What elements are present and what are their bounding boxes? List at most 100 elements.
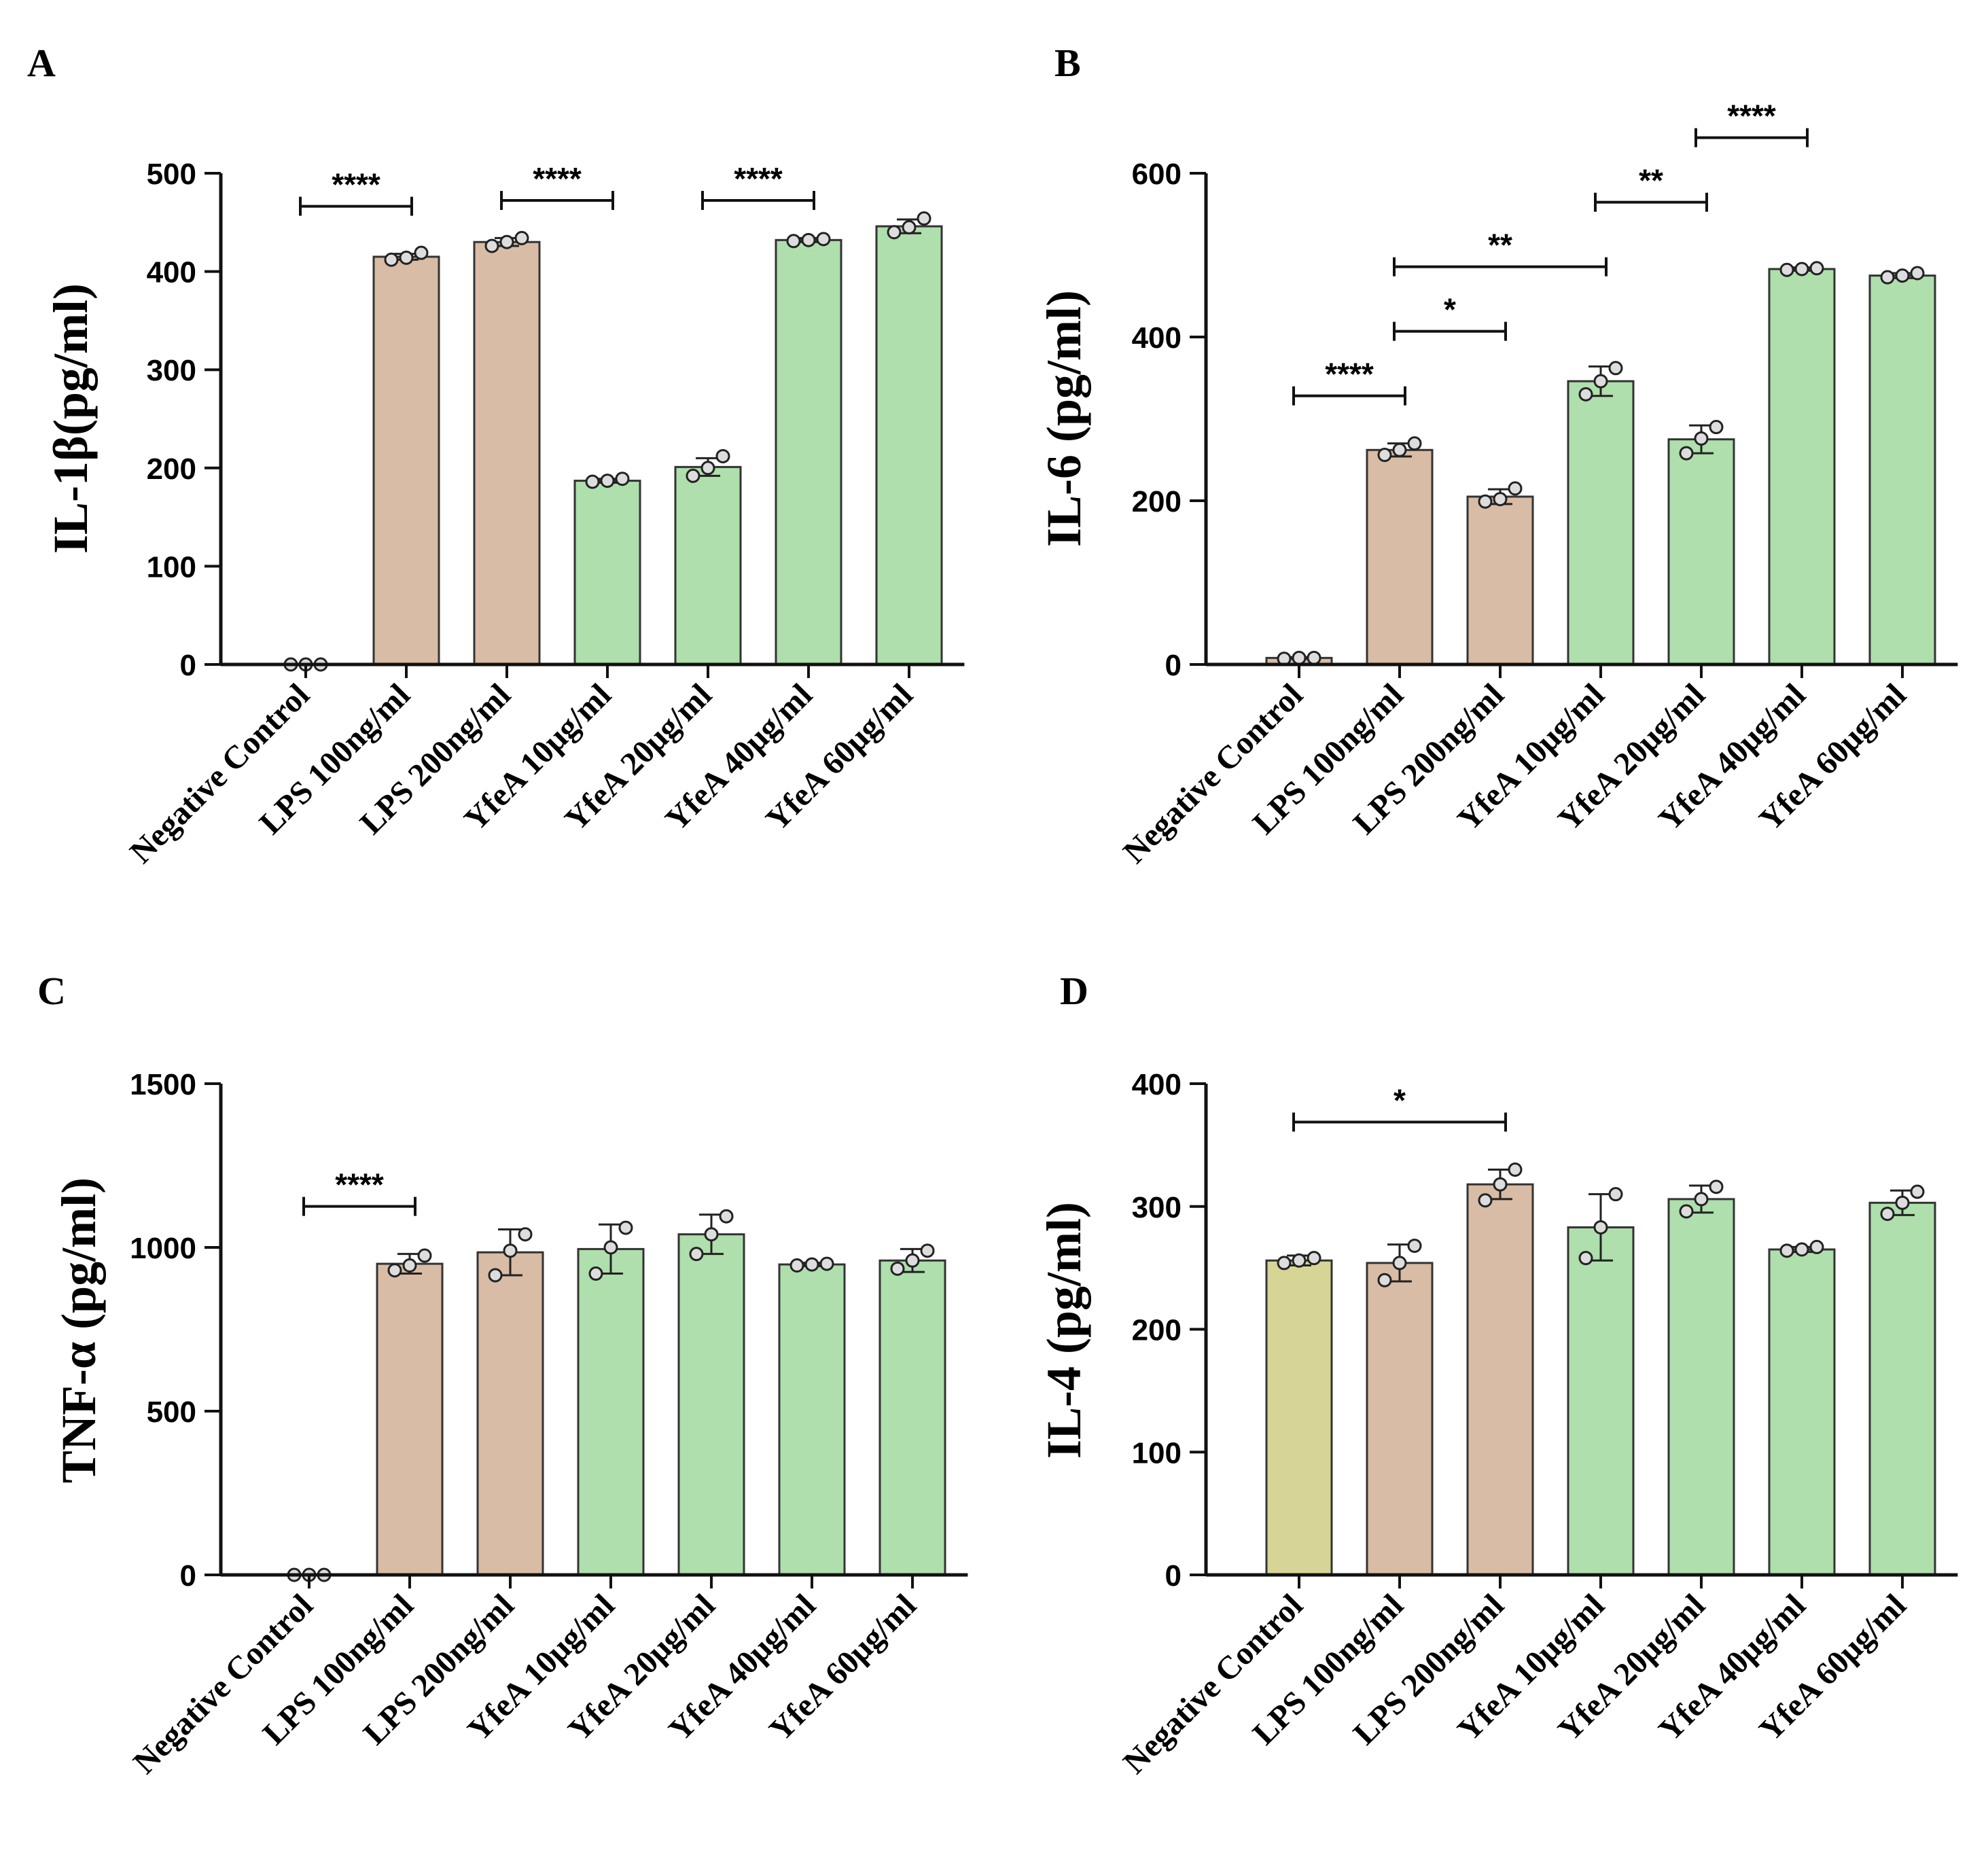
data-point: [1407, 436, 1422, 451]
bar: [376, 1262, 444, 1576]
data-point: [1392, 1256, 1407, 1271]
data-point: [585, 474, 600, 489]
y-tick-label: 0: [180, 649, 196, 682]
bar: [1768, 268, 1836, 666]
data-point: [1679, 446, 1694, 461]
data-point: [618, 1220, 633, 1235]
data-point: [689, 1247, 704, 1262]
x-tick-label: Negative Control: [1116, 1587, 1310, 1781]
data-point: [920, 1243, 935, 1258]
y-tick-label: 100: [1132, 1436, 1182, 1470]
data-point: [1608, 1187, 1623, 1202]
data-point: [1493, 1177, 1508, 1192]
significance-label: **: [1639, 163, 1663, 198]
data-point: [905, 1253, 920, 1268]
bar: [1667, 438, 1735, 666]
data-point: [704, 1227, 719, 1242]
data-point: [1277, 1256, 1292, 1271]
data-point: [1578, 1251, 1593, 1266]
data-point: [1809, 1239, 1824, 1254]
data-point: [1679, 1204, 1694, 1219]
data-point: [503, 1243, 518, 1258]
y-tick-label: 100: [147, 550, 196, 584]
data-point: [600, 474, 615, 489]
data-point: [1794, 1242, 1809, 1257]
data-point: [715, 448, 730, 463]
data-point: [1392, 442, 1407, 457]
bar: [573, 480, 641, 666]
significance-label: ****: [1727, 99, 1776, 134]
y-axis-title: IL-6 (pg/ml): [1037, 290, 1091, 547]
data-point: [786, 234, 801, 249]
y-tick-label: 400: [1132, 1068, 1182, 1101]
significance-label: *: [1444, 292, 1456, 327]
bar: [1366, 1262, 1434, 1576]
bar: [677, 1233, 745, 1576]
bar: [775, 238, 842, 666]
y-axis-title: TNF-α (pg/ml): [52, 1177, 106, 1483]
y-tick-label: 500: [147, 158, 196, 191]
bar: [674, 465, 742, 666]
data-point: [1895, 1195, 1910, 1210]
bar: [1667, 1198, 1735, 1576]
data-point: [789, 1258, 804, 1273]
data-point: [488, 1268, 503, 1283]
data-point: [890, 1261, 905, 1276]
data-point: [801, 232, 816, 247]
data-point: [1709, 1179, 1724, 1194]
bar: [1567, 1226, 1635, 1576]
data-point: [819, 1256, 834, 1271]
data-point: [902, 220, 917, 235]
data-point: [1593, 1220, 1608, 1235]
bar: [1768, 1248, 1836, 1576]
bar: [1466, 495, 1534, 666]
y-tick-label: 200: [1132, 485, 1182, 518]
bar: [1567, 380, 1635, 666]
data-point: [1508, 1162, 1523, 1177]
y-tick-label: 1000: [130, 1232, 196, 1265]
data-point: [1493, 492, 1508, 507]
significance-label: ****: [734, 161, 783, 196]
bar: [878, 1259, 946, 1576]
y-tick-label: 0: [1165, 1559, 1182, 1593]
data-point: [514, 230, 529, 245]
significance-label: ****: [533, 161, 582, 196]
data-point: [417, 1248, 432, 1263]
data-point: [384, 252, 399, 267]
data-point: [1578, 387, 1593, 402]
data-point: [402, 1258, 417, 1273]
data-point: [816, 232, 831, 247]
data-point: [1508, 481, 1523, 496]
y-tick-label: 200: [1132, 1314, 1182, 1347]
y-tick-label: 0: [180, 1559, 196, 1593]
data-point: [1910, 1184, 1925, 1199]
y-tick-label: 600: [1132, 158, 1182, 191]
bar: [577, 1247, 645, 1576]
x-tick-label: Negative Control: [126, 1587, 320, 1781]
y-tick-label: 500: [147, 1396, 196, 1429]
data-point: [1478, 494, 1493, 509]
data-point: [1779, 262, 1794, 277]
bar: [372, 255, 440, 666]
panel-a-letter: A: [27, 41, 56, 85]
data-point: [518, 1227, 533, 1242]
data-point: [484, 238, 499, 253]
data-point: [1377, 1273, 1392, 1287]
data-point: [1779, 1243, 1794, 1258]
data-point: [399, 250, 414, 265]
y-tick-label: 300: [1132, 1191, 1182, 1224]
data-point: [1292, 650, 1307, 665]
data-point: [1694, 1192, 1709, 1207]
data-point: [414, 245, 429, 260]
data-point: [686, 468, 700, 483]
data-point: [1593, 374, 1608, 389]
data-point: [887, 225, 902, 240]
bar: [1265, 1259, 1333, 1576]
data-point: [1709, 420, 1724, 435]
y-axis-title: IL-1β(pg/ml): [43, 283, 98, 554]
data-point: [1307, 1251, 1321, 1266]
panel-d-letter: D: [1060, 969, 1088, 1013]
data-point: [719, 1209, 734, 1224]
